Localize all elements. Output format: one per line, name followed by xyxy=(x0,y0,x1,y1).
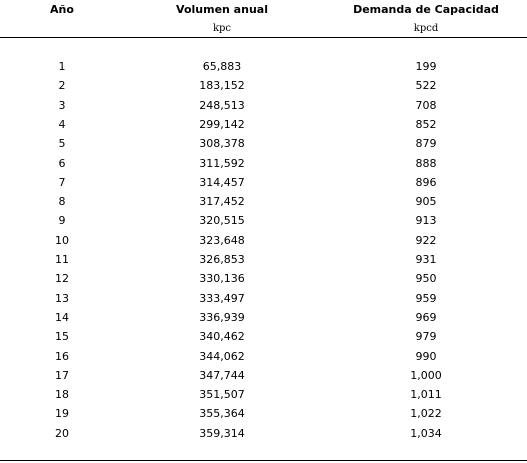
table-cell: 14 xyxy=(55,310,69,324)
table-cell: 355,364 xyxy=(199,407,245,421)
table-cell: 344,062 xyxy=(199,349,245,363)
table-cell: 708 xyxy=(415,98,437,112)
table-cell: 1,034 xyxy=(410,426,442,440)
table-cell: 931 xyxy=(415,253,437,266)
table-cell: 17 xyxy=(55,368,69,382)
table-cell: 2 xyxy=(58,79,66,93)
table-cell: 7 xyxy=(58,175,66,189)
table-cell: 299,142 xyxy=(199,117,245,131)
column-header: Año xyxy=(50,3,74,16)
table-cell: 905 xyxy=(415,195,437,209)
table-cell: 9 xyxy=(58,214,66,228)
table-cell: 11 xyxy=(55,253,69,266)
table-cell: 3 xyxy=(58,98,66,112)
table-cell: 6 xyxy=(58,156,66,170)
table-cell: 888 xyxy=(415,156,437,170)
table-cell: 359,314 xyxy=(199,426,245,440)
table-cell: 317,452 xyxy=(199,195,245,209)
table-cell: 20 xyxy=(55,426,69,440)
table-cell: 347,744 xyxy=(199,368,245,382)
header-rule xyxy=(0,37,527,38)
table-cell: 333,497 xyxy=(199,291,245,305)
table-cell: 522 xyxy=(415,79,437,93)
table-cell: 852 xyxy=(415,117,437,131)
table-cell: 10 xyxy=(55,233,69,247)
table-cell: 879 xyxy=(415,137,437,151)
table-cell: 13 xyxy=(55,291,69,305)
column-header: Volumen anual xyxy=(176,3,268,16)
table-cell: 1,022 xyxy=(410,407,442,421)
table-cell: 979 xyxy=(415,330,437,344)
table-cell: 18 xyxy=(55,388,69,402)
table-cell: 1,000 xyxy=(410,368,442,382)
table-cell: 5 xyxy=(58,137,66,151)
table-cell: 1,011 xyxy=(410,388,442,402)
table-cell: 248,513 xyxy=(199,98,245,112)
table-cell: 8 xyxy=(58,195,66,209)
table-cell: 314,457 xyxy=(199,175,245,189)
bottom-rule xyxy=(0,460,527,461)
table-cell: 4 xyxy=(58,117,66,131)
column-unit: kpc xyxy=(212,23,232,34)
table-cell: 330,136 xyxy=(199,272,245,286)
table-cell: 990 xyxy=(415,349,437,363)
table-cell: 199 xyxy=(415,60,437,73)
table-cell: 311,592 xyxy=(199,156,245,170)
table-cell: 340,462 xyxy=(199,330,245,344)
table-cell: 16 xyxy=(55,349,69,363)
table-cell: 351,507 xyxy=(199,388,245,402)
table-cell: 15 xyxy=(55,330,69,344)
table-cell: 1 xyxy=(58,60,66,73)
table-cell: 323,648 xyxy=(199,233,245,247)
table-cell: 969 xyxy=(415,310,437,324)
table-cell: 12 xyxy=(55,272,69,286)
table-cell: 913 xyxy=(415,214,437,228)
table-cell: 308,378 xyxy=(199,137,245,151)
table-cell: 320,515 xyxy=(199,214,245,228)
table-cell: 896 xyxy=(415,175,437,189)
table-cell: 326,853 xyxy=(199,253,245,266)
table-cell: 183,152 xyxy=(199,79,245,93)
table-cell: 922 xyxy=(415,233,437,247)
table-cell: 19 xyxy=(55,407,69,421)
table-cell: 336,939 xyxy=(199,310,245,324)
table-cell: 959 xyxy=(415,291,437,305)
table-cell: 950 xyxy=(415,272,437,286)
column-header: Demanda de Capacidad xyxy=(353,3,499,16)
table-cell: 65,883 xyxy=(202,60,242,73)
column-unit: kpcd xyxy=(413,23,439,34)
